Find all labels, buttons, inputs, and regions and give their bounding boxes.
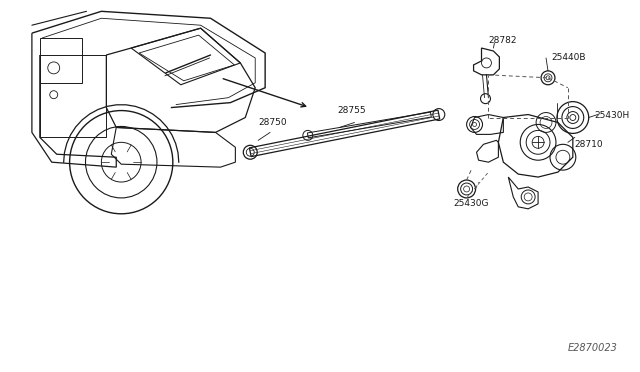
- Text: 28782: 28782: [488, 36, 517, 45]
- Text: 28750: 28750: [258, 118, 287, 127]
- Text: 28755: 28755: [337, 106, 366, 115]
- Text: 28710: 28710: [575, 140, 604, 149]
- Text: 25430H: 25430H: [595, 111, 630, 120]
- Text: 25430G: 25430G: [454, 199, 489, 208]
- Text: E2870023: E2870023: [568, 343, 618, 353]
- Text: 25440B: 25440B: [551, 54, 586, 62]
